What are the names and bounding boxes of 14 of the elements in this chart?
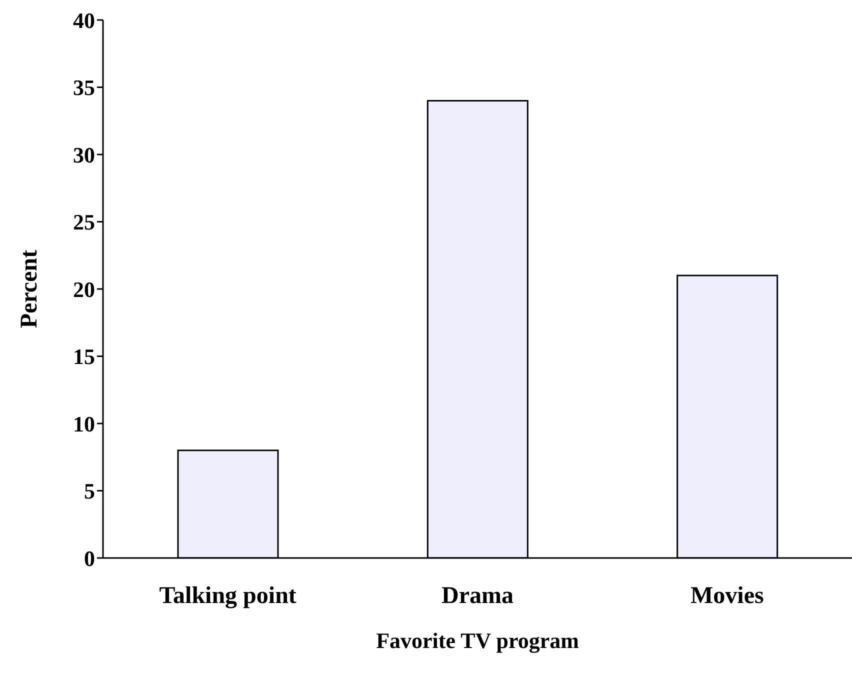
y-tick-label: 15 — [73, 344, 95, 370]
y-tick-label: 25 — [73, 210, 95, 235]
x-axis-title: Favorite TV program — [376, 628, 579, 653]
y-tick-label: 10 — [73, 411, 95, 436]
y-tick-label: 30 — [73, 142, 95, 168]
x-tick-label: Drama — [442, 583, 514, 610]
y-tick-label: 5 — [84, 478, 95, 504]
x-tick-label: Talking point — [159, 583, 296, 610]
x-tick-label: Movies — [690, 583, 764, 610]
y-axis-title: Percent — [16, 250, 43, 328]
y-tick-label: 40 — [73, 8, 95, 33]
y-tick-label: 20 — [73, 276, 95, 302]
y-tick-label: 0 — [84, 546, 95, 571]
y-tick-label: 35 — [73, 75, 95, 100]
